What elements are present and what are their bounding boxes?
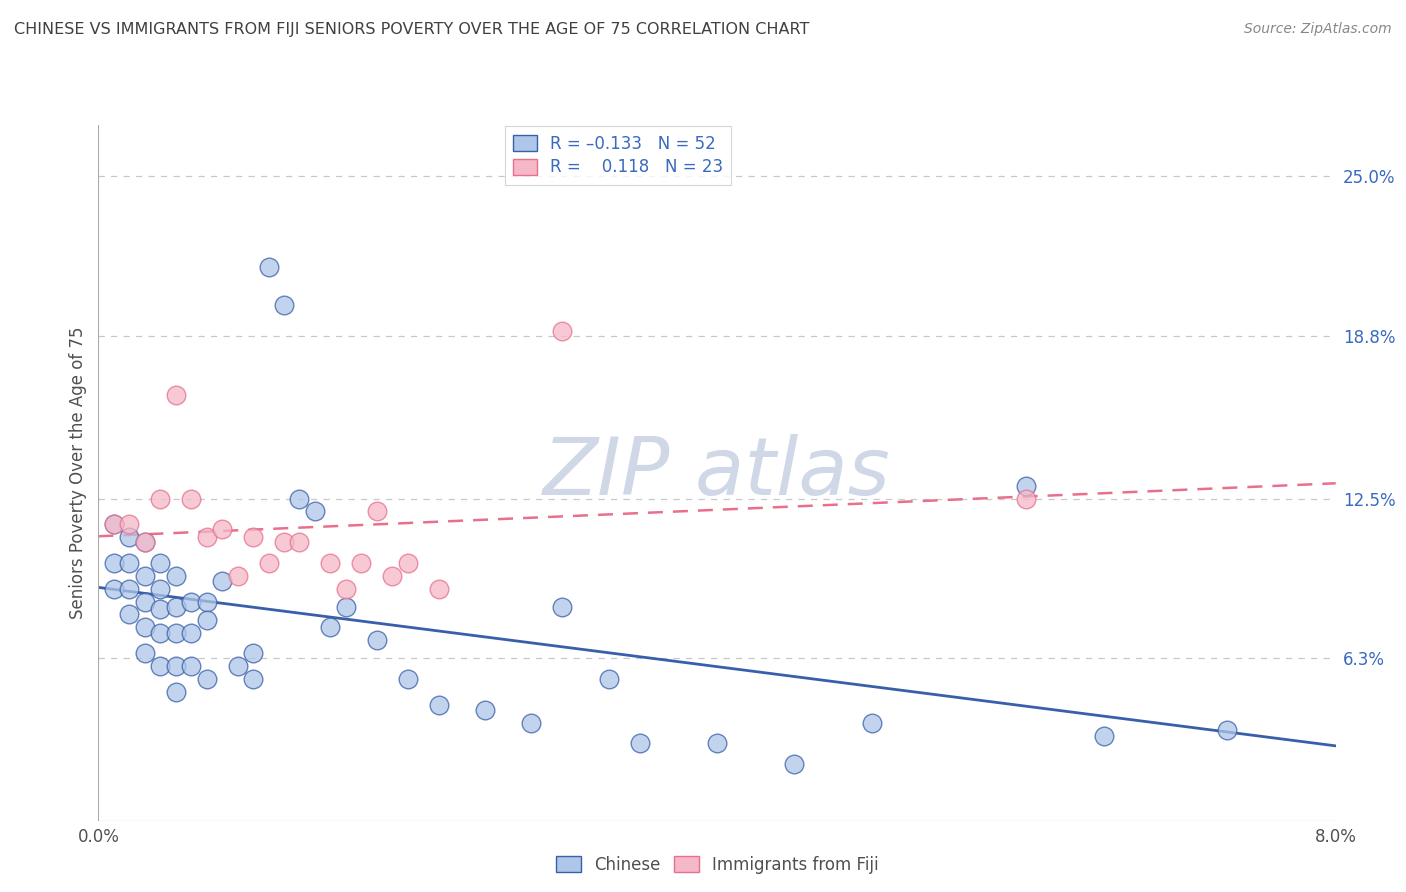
Point [242, 530, 264, 544]
Point [598, 672, 620, 686]
Point [180, 659, 202, 673]
Point [628, 736, 651, 750]
Point [149, 556, 172, 570]
Point [1015, 478, 1038, 492]
Point [783, 756, 806, 771]
Point [273, 535, 295, 549]
Point [180, 491, 202, 506]
Point [319, 556, 342, 570]
Point [149, 659, 172, 673]
Point [257, 556, 280, 570]
Point [165, 685, 187, 699]
Point [134, 594, 156, 608]
Point [103, 517, 125, 532]
Point [118, 607, 141, 622]
Point [242, 646, 264, 660]
Point [396, 672, 419, 686]
Point [211, 574, 233, 588]
Point [211, 523, 233, 537]
Point [149, 602, 172, 616]
Point [195, 530, 218, 544]
Point [242, 672, 264, 686]
Point [474, 703, 496, 717]
Point [335, 582, 357, 596]
Point [195, 613, 218, 627]
Point [118, 582, 141, 596]
Point [706, 736, 728, 750]
Point [520, 715, 543, 730]
Point [165, 625, 187, 640]
Point [427, 698, 450, 712]
Point [165, 599, 187, 614]
Point [103, 582, 125, 596]
Point [288, 491, 311, 506]
Point [165, 659, 187, 673]
Text: Source: ZipAtlas.com: Source: ZipAtlas.com [1244, 22, 1392, 37]
Point [103, 556, 125, 570]
Y-axis label: Seniors Poverty Over the Age of 75: Seniors Poverty Over the Age of 75 [69, 326, 87, 619]
Point [165, 388, 187, 402]
Point [134, 569, 156, 583]
Point [427, 582, 450, 596]
Point [134, 646, 156, 660]
Point [381, 569, 404, 583]
Point [288, 535, 311, 549]
Point [1216, 723, 1239, 738]
Point [118, 530, 141, 544]
Point [335, 599, 357, 614]
Point [366, 504, 388, 518]
Point [304, 504, 326, 518]
Point [180, 625, 202, 640]
Point [134, 620, 156, 634]
Point [860, 715, 883, 730]
Text: CHINESE VS IMMIGRANTS FROM FIJI SENIORS POVERTY OVER THE AGE OF 75 CORRELATION C: CHINESE VS IMMIGRANTS FROM FIJI SENIORS … [14, 22, 810, 37]
Text: ZIP atlas: ZIP atlas [543, 434, 891, 512]
Point [134, 535, 156, 549]
Point [273, 298, 295, 312]
Point [226, 659, 249, 673]
Point [134, 535, 156, 549]
Point [226, 569, 249, 583]
Point [1092, 729, 1115, 743]
Point [103, 517, 125, 532]
Point [149, 625, 172, 640]
Point [165, 569, 187, 583]
Point [149, 491, 172, 506]
Point [195, 594, 218, 608]
Point [1015, 491, 1038, 506]
Point [551, 324, 574, 338]
Point [396, 556, 419, 570]
Point [257, 260, 280, 274]
Point [319, 620, 342, 634]
Point [180, 594, 202, 608]
Point [195, 672, 218, 686]
Point [366, 633, 388, 648]
Point [350, 556, 373, 570]
Point [118, 556, 141, 570]
Point [551, 599, 574, 614]
Legend: Chinese, Immigrants from Fiji: Chinese, Immigrants from Fiji [547, 847, 887, 882]
Point [118, 517, 141, 532]
Point [149, 582, 172, 596]
